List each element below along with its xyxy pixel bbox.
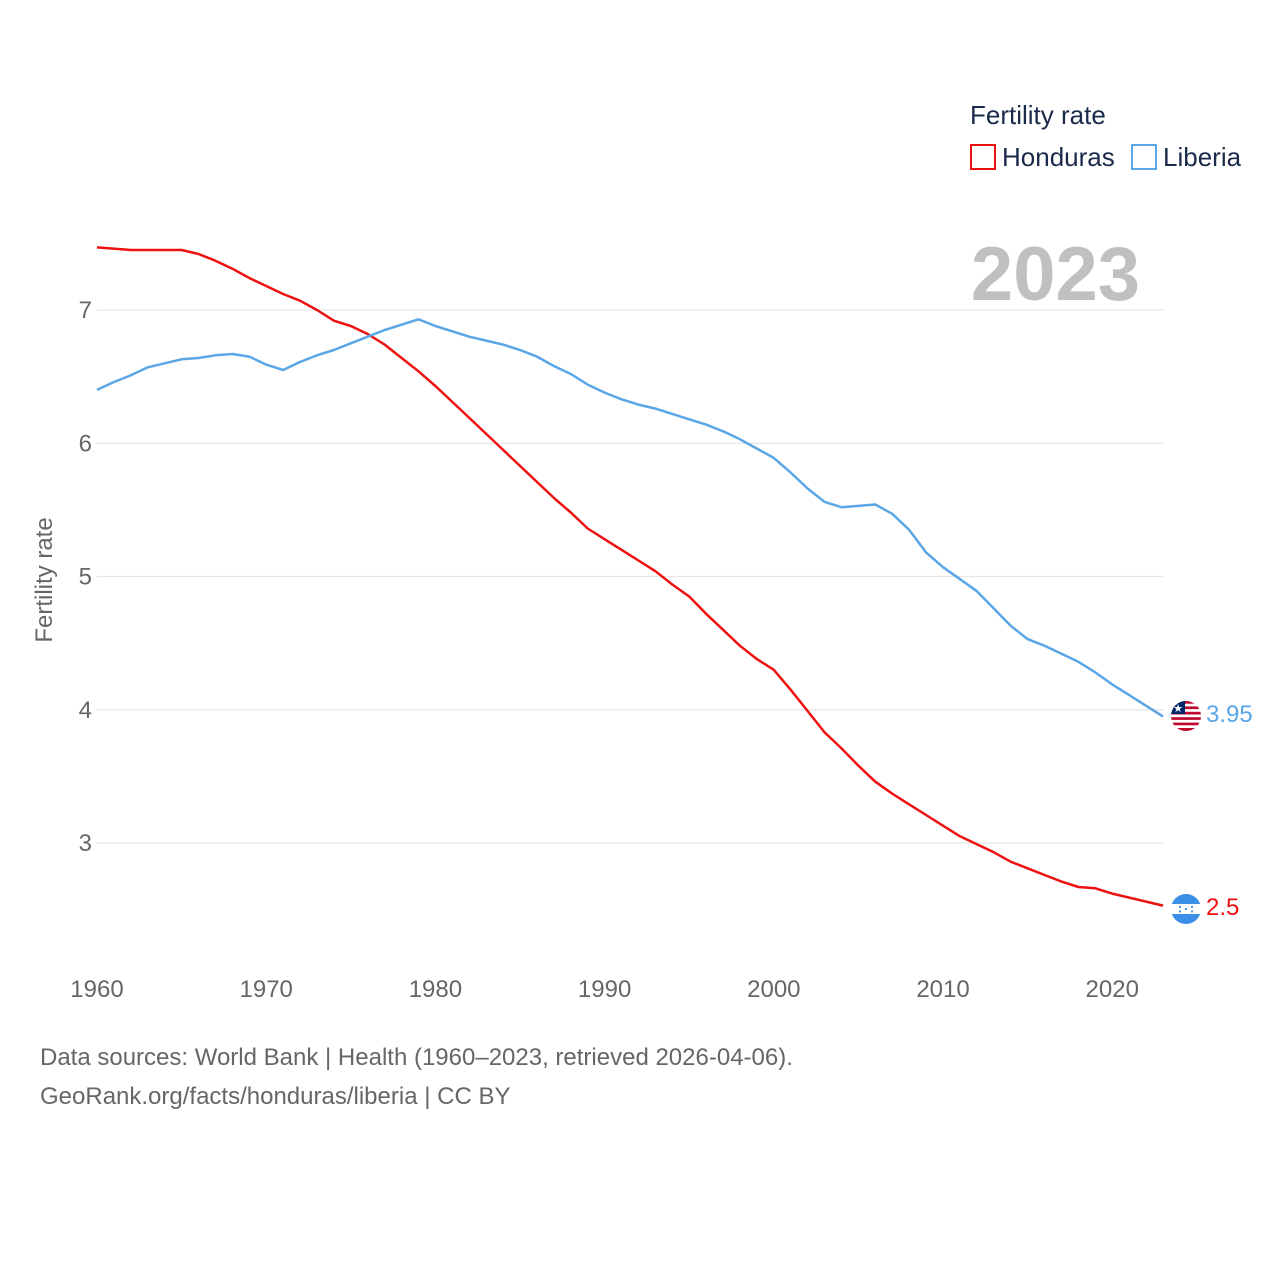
end-label-liberia: 3.95 <box>1206 701 1253 728</box>
legend-swatch-liberia <box>1131 144 1157 170</box>
y-tick-label: 4 <box>79 697 92 724</box>
x-axis-ticks: 1960 1970 1980 1990 2000 2010 2020 <box>70 976 1139 1003</box>
y-axis-title: Fertility rate <box>31 517 58 642</box>
x-tick-label: 2010 <box>916 976 969 1003</box>
y-tick-label: 5 <box>79 564 92 591</box>
year-label: 2023 <box>971 232 1140 317</box>
footer-attribution: GeoRank.org/facts/honduras/liberia | CC … <box>40 1083 511 1110</box>
honduras-flag-icon <box>1171 894 1201 924</box>
x-tick-label: 1970 <box>240 976 293 1003</box>
legend-label-liberia: Liberia <box>1163 142 1242 172</box>
y-tick-label: 3 <box>79 830 92 857</box>
y-tick-label: 6 <box>79 430 92 457</box>
series-line-honduras <box>96 246 1164 907</box>
svg-text:★: ★ <box>1173 702 1183 715</box>
liberia-flag-icon: ★ <box>1171 701 1201 731</box>
grid-lines <box>97 309 1163 844</box>
legend-title: Fertility rate <box>970 100 1106 130</box>
x-tick-label: 1990 <box>578 976 631 1003</box>
legend: Fertility rate Honduras Liberia <box>970 100 1242 172</box>
x-tick-label: 2020 <box>1086 976 1139 1003</box>
x-tick-label: 1960 <box>70 976 123 1003</box>
x-tick-label: 1980 <box>409 976 462 1003</box>
x-tick-label: 2000 <box>747 976 800 1003</box>
y-tick-label: 7 <box>79 297 92 324</box>
legend-label-honduras: Honduras <box>1002 142 1115 172</box>
end-label-honduras: 2.5 <box>1206 894 1239 921</box>
series-line-liberia <box>96 318 1164 718</box>
legend-swatch-honduras <box>970 144 996 170</box>
footer-sources: Data sources: World Bank | Health (1960–… <box>40 1044 793 1071</box>
series-lines <box>96 246 1164 907</box>
y-axis-ticks: 3 4 5 6 7 <box>79 297 92 857</box>
